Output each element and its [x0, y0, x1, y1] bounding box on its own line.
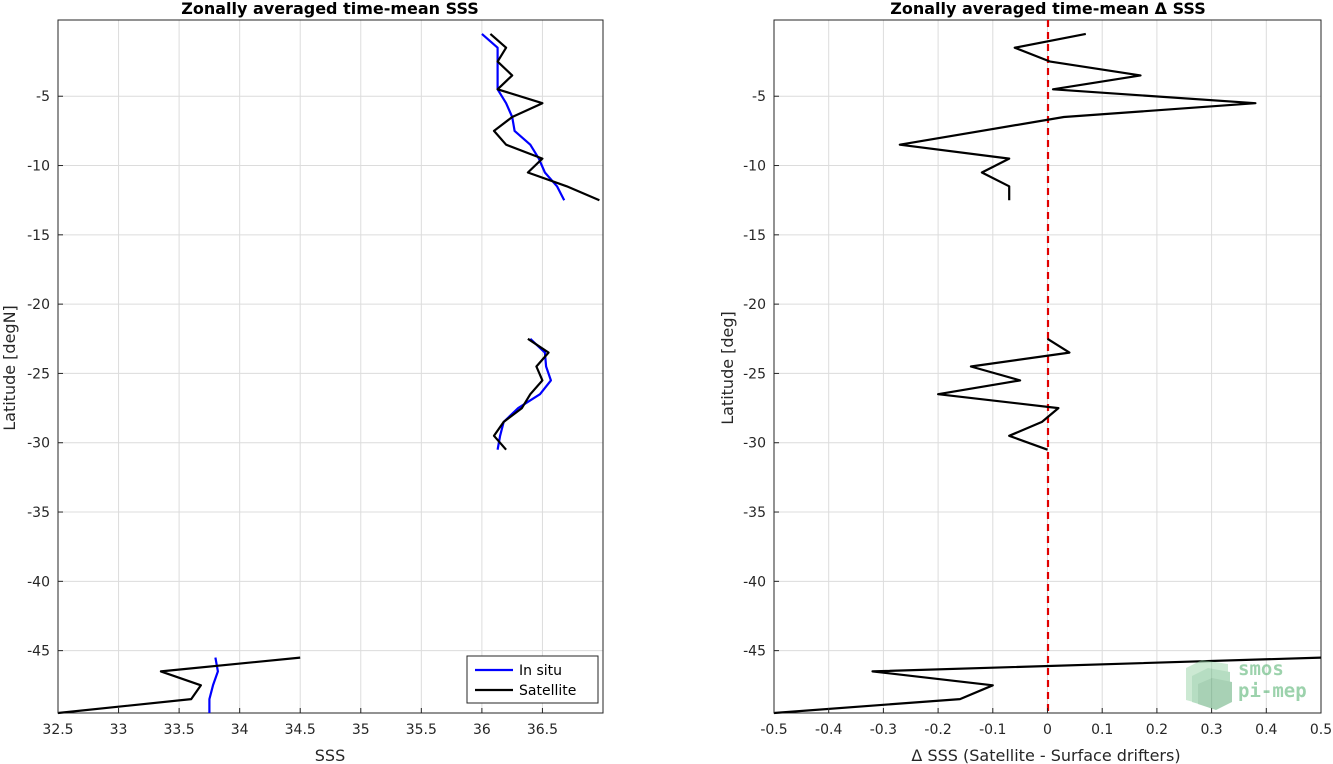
left-series-layer [57, 33, 600, 715]
right-y-axis-label: Latitude [deg] [718, 311, 737, 425]
right-y-tick-label: -20 [743, 297, 766, 313]
left-x-tick-label: 34 [231, 722, 249, 738]
right-series-layer [773, 32, 1322, 715]
right-x-tick-label: 0.1 [1091, 722, 1113, 738]
right-y-tick-label: -30 [743, 436, 766, 452]
left-y-axis-label: Latitude [degN] [0, 305, 19, 431]
right-chart-title: Zonally averaged time-mean Δ SSS [890, 0, 1206, 18]
left-y-tick-label: -10 [27, 159, 50, 175]
right-delta-sss-line-segment-2 [936, 337, 1071, 451]
right-delta-sss-line-segment-1 [898, 32, 1257, 201]
right-x-tick-label: 0.5 [1310, 722, 1332, 738]
right-chart-panel: -0.5 -0.4 -0.3 -0.2 -0.1 0 0.1 0.2 0.3 0.4 0.5 -45 -… [718, 0, 1332, 764]
right-x-tick-label: 0.2 [1146, 722, 1168, 738]
right-y-tick-label: -15 [743, 228, 766, 244]
legend: In situ Satellite [466, 655, 599, 704]
left-x-tick-label: 36.5 [527, 722, 558, 738]
right-y-tick-label: -25 [743, 366, 766, 382]
right-y-tick-label: -10 [743, 159, 766, 175]
right-x-tick-label: 0 [1043, 722, 1052, 738]
right-y-tick-label: -45 [743, 644, 766, 660]
right-x-axis-label: Δ SSS (Satellite - Surface drifters) [911, 746, 1180, 764]
left-y-tick-label: -40 [27, 574, 50, 590]
right-y-tick-label: -5 [752, 89, 766, 105]
left-x-tick-label: 36 [473, 722, 491, 738]
left-grid [57, 20, 603, 713]
right-grid [773, 20, 1322, 713]
left-x-axis-label: SSS [315, 746, 345, 764]
right-x-tick-label: -0.2 [924, 722, 951, 738]
left-y-tick-label: -20 [27, 297, 50, 313]
right-x-tick-label: 0.4 [1255, 722, 1277, 738]
left-x-tick-label: 34.5 [285, 722, 316, 738]
smos-pi-mep-logo: smos pi-mep [1186, 658, 1307, 710]
right-x-tick-label: -0.4 [815, 722, 842, 738]
left-y-tick-label: -35 [27, 505, 50, 521]
legend-label-in-situ: In situ [519, 663, 562, 679]
left-chart-panel: 32.5 33 33.5 34 34.5 35 35.5 36 36.5 -45 -40 -35 -30… [0, 0, 604, 764]
right-x-tick-label: 0.3 [1200, 722, 1222, 738]
right-y-tick-label: -40 [743, 574, 766, 590]
left-y-tick-label: -25 [27, 366, 50, 382]
right-y-tick-label: -35 [743, 505, 766, 521]
right-ticks: -0.5 -0.4 -0.3 -0.2 -0.1 0 0.1 0.2 0.3 0.4 0.5 -45 -… [743, 89, 1332, 738]
left-y-tick-label: -45 [27, 644, 50, 660]
left-x-tick-label: 35 [352, 722, 370, 738]
right-x-tick-label: -0.1 [979, 722, 1006, 738]
left-satellite-line-segment-2 [492, 337, 550, 451]
logo-text-smos: smos [1238, 658, 1284, 680]
logo-text-pi-mep: pi-mep [1238, 680, 1307, 702]
left-y-tick-label: -15 [27, 228, 50, 244]
left-y-tick-label: -5 [36, 89, 50, 105]
legend-label-satellite: Satellite [519, 683, 576, 699]
left-x-tick-label: 32.5 [42, 722, 73, 738]
left-satellite-line-segment-3 [57, 656, 301, 715]
right-x-tick-label: -0.3 [870, 722, 897, 738]
left-y-tick-label: -30 [27, 436, 50, 452]
left-in-situ-line-segment-1 [481, 33, 566, 201]
right-delta-sss-line-segment-3 [773, 656, 1322, 715]
left-x-tick-label: 33 [110, 722, 128, 738]
left-chart-title: Zonally averaged time-mean SSS [181, 0, 479, 18]
logo-icon [1186, 660, 1232, 710]
left-satellite-line-segment-1 [489, 33, 600, 202]
right-x-tick-label: -0.5 [760, 722, 787, 738]
left-axes-frame [57, 19, 604, 714]
left-x-tick-label: 35.5 [406, 722, 437, 738]
left-x-tick-label: 33.5 [164, 722, 195, 738]
left-ticks: 32.5 33 33.5 34 34.5 35 35.5 36 36.5 -45 -40 -35 -30… [27, 89, 558, 738]
legend-box [466, 655, 599, 704]
